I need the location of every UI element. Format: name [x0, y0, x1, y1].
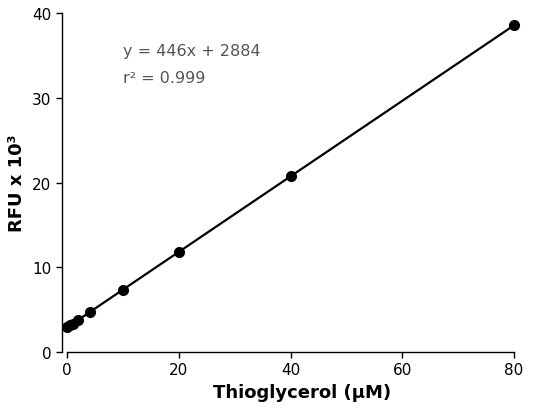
Point: [286, 174, 295, 180]
Point: [174, 249, 183, 256]
Point: [68, 321, 77, 327]
Point: [85, 309, 94, 316]
Point: [65, 322, 74, 329]
Text: r² = 0.999: r² = 0.999: [123, 71, 206, 86]
Point: [63, 324, 72, 331]
Point: [509, 23, 518, 30]
Y-axis label: RFU x 10³: RFU x 10³: [8, 135, 26, 231]
Point: [119, 287, 128, 293]
X-axis label: Thioglycerol (μM): Thioglycerol (μM): [213, 383, 390, 401]
Point: [74, 317, 83, 323]
Text: y = 446x + 2884: y = 446x + 2884: [123, 44, 261, 59]
